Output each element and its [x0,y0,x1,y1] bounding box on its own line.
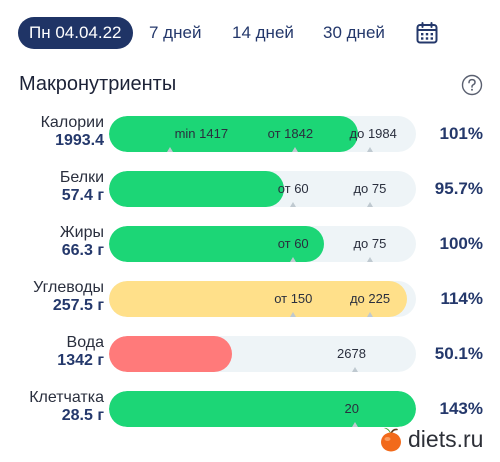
question-circle-icon[interactable] [461,74,483,96]
progress-fill [109,226,324,262]
row-percent: 143% [439,399,483,418]
apple-logo-icon [381,427,401,452]
row-name: Белки [59,169,104,186]
progress-fill [109,281,407,317]
macro-row-calories: Калории 1993.4 min 1417 от 1842 до 1984 10… [0,114,500,154]
target-marker-label: до 75 [353,236,387,251]
row-amount: 66.3 г [61,242,104,259]
progress-fill [109,391,416,427]
calendar-icon[interactable] [415,21,439,45]
target-marker-label: до 75 [353,181,387,196]
target-marker-label: от 60 [277,181,309,196]
target-tick [290,257,297,262]
target-marker-label: от 150 [274,291,313,306]
section-title: Макронутриенты [19,73,177,95]
target-marker-label: до 1984 [349,126,397,141]
target-tick [366,147,373,152]
progress-track: от 60 до 75 [109,226,416,262]
row-name: Углеводы [33,279,104,296]
target-tick [290,202,297,207]
target-tick [366,202,373,207]
target-tick [167,147,174,152]
target-marker-label: min 1417 [174,126,229,141]
row-amount: 1993.4 [55,132,104,149]
progress-track: min 1417 от 1842 до 1984 [109,116,416,152]
progress-track: от 150 до 225 [109,281,416,317]
tab-7-days[interactable]: 7 дней [149,23,202,42]
target-tick [351,367,358,372]
target-marker-label: от 60 [277,236,309,251]
tab-14-days[interactable]: 14 дней [232,23,294,42]
row-amount: 57.4 г [61,187,104,204]
row-amount: 1342 г [57,352,104,369]
macro-row-fat: Жиры 66.3 г от 60 до 75 100% [0,224,500,264]
progress-track: от 60 до 75 [109,171,416,207]
target-tick [291,147,298,152]
macro-row-fiber: Клетчатка 28.5 г 20 143% [0,389,500,429]
row-percent: 95.7% [434,179,483,198]
row-percent: 101% [439,124,483,143]
row-amount: 28.5 г [61,407,104,424]
progress-fill [109,116,358,152]
macro-row-water: Вода 1342 г 2678 50.1% [0,334,500,374]
row-name: Калории [40,114,104,131]
target-tick [366,257,373,262]
target-marker-label: до 225 [349,291,391,306]
row-name: Вода [66,334,104,351]
row-percent: 100% [439,234,483,253]
row-amount: 257.5 г [52,297,104,314]
progress-track: 2678 [109,336,416,372]
period-tabs: Пн 04.04.22 7 дней 14 дней 30 дней [0,0,500,66]
macro-row-carbs: Углеводы 257.5 г от 150 до 225 114% [0,279,500,319]
target-marker-label: 2678 [337,346,366,361]
watermark-text: diets.ru [408,426,484,452]
row-name: Клетчатка [29,389,104,406]
progress-fill [109,171,284,207]
progress-fill [109,336,232,372]
target-tick [351,422,358,427]
tab-day[interactable]: Пн 04.04.22 [18,17,133,49]
progress-track: 20 [109,391,416,427]
row-percent: 114% [440,289,483,308]
tab-30-days[interactable]: 30 дней [323,23,385,42]
row-percent: 50.1% [434,344,483,363]
target-tick [366,312,373,317]
target-tick [290,312,297,317]
row-name: Жиры [59,224,104,241]
macro-row-protein: Белки 57.4 г от 60 до 75 95.7% [0,169,500,209]
target-marker-label: от 1842 [267,126,314,141]
target-marker-label: 20 [344,401,359,416]
